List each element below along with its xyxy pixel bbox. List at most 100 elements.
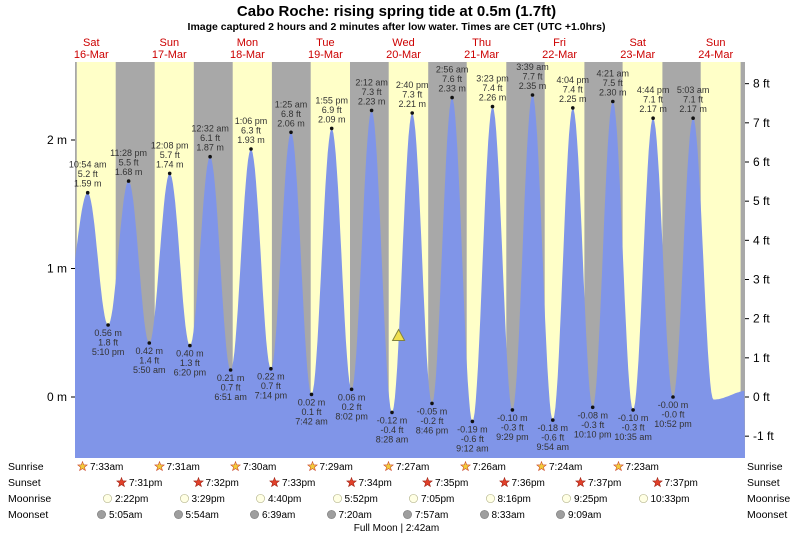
sunrise-entry: 7:30am (230, 460, 277, 473)
tide-extreme-dot (470, 419, 475, 424)
sunrise-icon (230, 460, 241, 472)
day-date-label: 17-Mar (152, 49, 187, 61)
tide-extreme-dot (530, 93, 535, 97)
sunrise-icon (77, 460, 88, 472)
row-label-sunset-left: Sunset (8, 477, 41, 489)
tide-low-annotation: 0.56 m (94, 328, 122, 338)
sunset-entry: 7:37pm (575, 476, 621, 489)
sunset-icon (498, 476, 510, 488)
moonrise-icon (256, 494, 265, 503)
tide-high-annotation: 10:54 am (69, 160, 107, 170)
tide-high-annotation: 2.23 m (358, 96, 386, 106)
tide-low-annotation: -0.4 ft (380, 425, 404, 435)
tide-extreme-dot (106, 323, 110, 327)
sunrise-entry: 7:33am (77, 460, 123, 473)
moonrise-icon-glyph (562, 494, 571, 503)
tide-high-annotation: 2.17 m (639, 104, 667, 114)
sunset-icon (575, 476, 586, 488)
tide-extreme-dot (671, 395, 675, 399)
tide-low-annotation: -0.0 ft (661, 410, 685, 420)
moonrise-time: 8:16pm (497, 494, 531, 505)
tide-extreme-dot (369, 108, 374, 113)
moonrise-entry: 4:40pm (255, 493, 301, 505)
tide-extreme-dot (510, 408, 515, 412)
tide-low-annotation: 7:42 am (295, 416, 328, 426)
moonrise-icon-glyph (485, 494, 495, 503)
moonrise-icon-glyph (332, 494, 342, 503)
tide-low-annotation: -0.6 ft (541, 433, 565, 443)
tide-high-annotation: 6.3 ft (241, 126, 262, 136)
sunrise-entry: 7:24am (536, 460, 582, 473)
tide-low-annotation: 8:28 am (376, 434, 409, 444)
tide-low-annotation: 1.3 ft (180, 358, 201, 368)
tide-low-annotation: 6:20 pm (174, 368, 207, 378)
moonset-entry: 5:05am (96, 509, 142, 521)
tide-low-annotation: -0.10 m (497, 413, 528, 423)
tide-low-annotation: 0.06 m (338, 392, 366, 402)
day-date-label: 19-Mar (308, 49, 343, 61)
page-subtitle: Image captured 2 hours and 2 minutes aft… (187, 21, 606, 33)
moonset-time: 8:33am (491, 510, 525, 521)
tide-low-annotation: 0.42 m (136, 346, 164, 356)
tide-high-annotation: 7.1 ft (683, 95, 704, 105)
sunrise-icon (153, 460, 165, 472)
moonset-entry: 9:09am (555, 509, 601, 521)
sunrise-entry: 7:26am (459, 460, 506, 473)
tide-high-annotation: 5.7 ft (160, 150, 181, 160)
tide-low-annotation: 0.2 ft (342, 402, 363, 412)
tide-curve-area (75, 95, 745, 458)
moonset-icon-glyph (326, 510, 336, 519)
sunrise-icon-glyph (536, 460, 547, 472)
sunrise-icon-glyph (230, 460, 241, 472)
tide-low-annotation: 9:54 am (537, 442, 570, 452)
sunrise-icon-glyph (306, 460, 318, 472)
moonrise-icon (332, 494, 342, 503)
tide-high-annotation: 2:40 pm (396, 80, 429, 90)
tide-low-annotation: 1.4 ft (139, 356, 160, 366)
moonrise-icon-glyph (638, 494, 648, 503)
moonrise-icon-glyph (179, 494, 189, 503)
y-axis-left-label: 0 m (47, 390, 67, 404)
moonrise-icon (485, 494, 495, 503)
sunrise-time: 7:30am (243, 462, 277, 473)
tide-low-annotation: -0.00 m (658, 400, 689, 410)
tide-high-annotation: 1.59 m (74, 179, 102, 189)
moonrise-time: 10:33pm (650, 494, 690, 505)
moonset-entry: 5:54am (173, 509, 219, 521)
day-date-label: 21-Mar (464, 49, 499, 61)
moonrise-entry: 2:22pm (102, 493, 148, 505)
y-axis-right-label: 0 ft (753, 390, 770, 404)
sunset-icon-glyph (498, 476, 510, 488)
day-label: Fri (553, 37, 566, 49)
tide-low-annotation: 5:10 pm (92, 347, 125, 357)
tide-low-annotation: 0.21 m (217, 373, 245, 383)
moonset-icon (173, 510, 183, 519)
sunrise-time: 7:31am (166, 462, 200, 473)
moonset-time: 5:54am (185, 510, 219, 521)
moonset-icon-glyph (403, 510, 412, 519)
sunrise-entry: 7:23am (612, 460, 659, 473)
sunset-icon (269, 476, 280, 488)
tide-extreme-dot (269, 366, 273, 371)
moonset-icon (326, 510, 336, 519)
row-label-moonset-right: Moonset (747, 509, 788, 521)
tide-high-annotation: 3:39 am (516, 62, 549, 72)
sunset-entry: 7:34pm (345, 476, 392, 489)
tide-high-annotation: 7.1 ft (643, 95, 664, 105)
tide-extreme-dot (309, 392, 314, 397)
tide-high-annotation: 2.06 m (277, 118, 305, 128)
y-axis-right-label: 2 ft (753, 312, 770, 326)
tide-high-annotation: 7.4 ft (563, 84, 584, 94)
moonrise-time: 5:52pm (344, 494, 378, 505)
day-label: Sat (629, 37, 646, 49)
day-date-label: 22-Mar (542, 49, 577, 61)
sunset-icon (422, 476, 433, 488)
sunset-entry: 7:37pm (651, 476, 698, 489)
moonrise-time: 2:22pm (115, 494, 149, 505)
tide-extreme-dot (349, 387, 354, 392)
row-label-moonrise-left: Moonrise (8, 493, 52, 505)
sunrise-time: 7:27am (396, 462, 430, 473)
moonrise-icon (179, 494, 189, 503)
moonrise-entry: 5:52pm (332, 493, 378, 505)
tide-low-annotation: -0.2 ft (420, 416, 444, 426)
